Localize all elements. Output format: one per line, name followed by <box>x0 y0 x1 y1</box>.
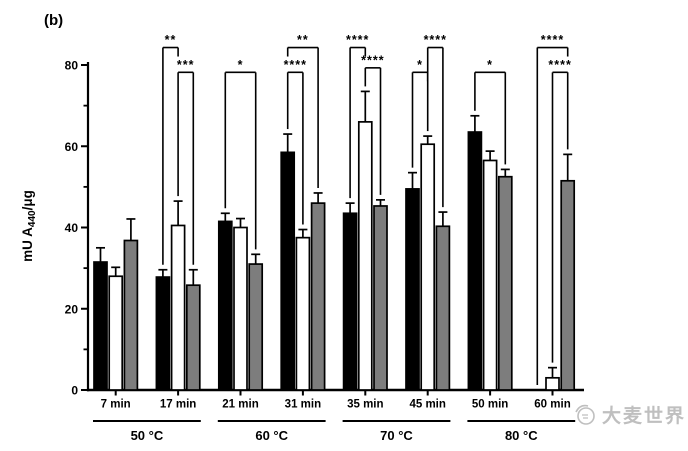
temp-group-label: 70 °C <box>380 428 413 443</box>
y-tick-label: 60 <box>65 140 79 154</box>
y-axis-title: mU A440/μg <box>20 190 38 262</box>
bar <box>248 263 264 391</box>
bar <box>93 261 108 391</box>
watermark: 大麦世界 <box>574 401 686 428</box>
bar <box>357 121 373 391</box>
bar <box>482 159 498 391</box>
barley-logo-icon <box>575 404 595 425</box>
bar <box>170 224 186 391</box>
sig-label: *** <box>177 58 195 72</box>
bar <box>373 205 388 391</box>
bar <box>420 143 436 391</box>
bar <box>342 212 358 391</box>
x-category-label: 31 min <box>285 399 321 411</box>
x-category-label: 60 min <box>534 399 570 411</box>
bar <box>545 376 560 391</box>
sig-label: **** <box>346 33 369 47</box>
bar <box>405 188 420 391</box>
y-tick-label: 80 <box>65 59 79 73</box>
bar <box>467 131 483 391</box>
sig-label: **** <box>548 58 571 72</box>
sig-label: * <box>417 58 423 72</box>
panel-label: (b) <box>44 12 64 29</box>
x-category-label: 21 min <box>222 399 258 411</box>
sig-label: * <box>487 58 493 72</box>
temp-group-label: 60 °C <box>255 428 288 443</box>
sig-label: **** <box>541 33 564 47</box>
temp-group-label: 80 °C <box>505 428 538 443</box>
sig-label: **** <box>424 33 447 47</box>
bar <box>435 225 451 391</box>
bar <box>560 179 576 391</box>
bar <box>233 226 248 391</box>
bar <box>310 202 326 391</box>
y-tick-label: 40 <box>65 221 79 235</box>
sig-label: * <box>238 58 244 72</box>
x-category-label: 50 min <box>472 399 508 411</box>
watermark-text: 大麦世界 <box>602 406 687 427</box>
x-category-label: 7 min <box>101 399 131 411</box>
sig-label: ** <box>297 33 309 47</box>
bar <box>155 276 171 391</box>
bar <box>185 284 201 391</box>
temp-group-label: 50 °C <box>131 428 164 443</box>
x-category-label: 45 min <box>409 399 445 411</box>
bar <box>217 220 233 391</box>
x-category-label: 17 min <box>160 399 196 411</box>
x-category-label: 35 min <box>347 399 383 411</box>
bar <box>497 175 513 391</box>
sig-label: **** <box>284 58 307 72</box>
sig-label: **** <box>361 53 384 67</box>
bar <box>108 275 124 391</box>
bar <box>123 239 139 391</box>
y-tick-label: 0 <box>71 384 78 398</box>
bar <box>295 236 311 391</box>
y-tick-label: 20 <box>65 302 79 316</box>
sig-label: ** <box>165 33 177 47</box>
bar <box>280 151 296 391</box>
